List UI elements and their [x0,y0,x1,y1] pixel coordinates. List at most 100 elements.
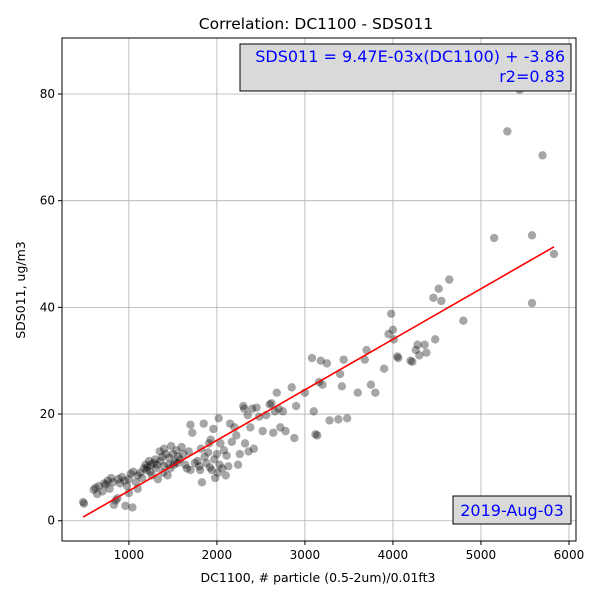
data-point [415,351,424,360]
data-point [193,456,202,466]
data-point [232,431,241,440]
data-point [267,399,276,408]
data-point [287,383,296,392]
data-point [129,467,138,476]
data-point [217,464,227,473]
y-tick-label: 40 [40,300,55,314]
data-point [145,467,155,476]
plot-frame [61,37,577,542]
date-box [452,495,572,525]
equation-box [239,43,572,92]
x-tick-label: 6000 [554,548,585,562]
data-point [227,437,237,446]
fit-r2: r2=0.83 [499,67,565,86]
data-point [98,487,107,496]
points-layer [78,85,559,512]
data-point [143,463,152,472]
data-point [144,456,154,466]
data-point [334,415,343,424]
data-point [213,468,222,477]
data-point [177,442,186,452]
y-axis-label: SDS011, ug/m3 [13,241,28,339]
data-point [159,444,169,453]
data-point [335,369,345,379]
data-point [309,407,318,416]
data-point [337,382,347,391]
data-point [146,460,156,469]
data-point [212,449,222,459]
data-point [244,447,253,456]
data-point [107,473,116,483]
data-point [78,497,88,507]
data-point [408,357,417,366]
data-point [153,474,163,484]
data-point [278,407,288,416]
data-point [109,500,119,509]
y-tick-label: 20 [40,407,55,421]
x-tick-label: 1000 [114,548,145,562]
data-point [393,352,402,361]
data-point [430,335,440,344]
data-point [311,430,320,439]
data-point [527,231,537,240]
data-point [124,488,134,498]
data-point [538,151,547,160]
data-point [265,400,274,409]
data-point [133,471,142,480]
data-point [224,462,233,471]
data-point [195,465,205,475]
data-point [202,458,211,468]
data-point [353,388,362,397]
data-point [413,340,422,349]
data-point [269,428,278,437]
data-point [105,484,114,493]
x-tick-label: 3000 [290,548,321,562]
plot-area [62,38,576,541]
data-point [195,462,204,471]
data-point [168,449,178,459]
data-point [384,329,393,339]
data-point [137,473,147,483]
data-point [152,460,162,469]
data-point [182,464,192,473]
data-point [186,465,195,475]
data-point [379,364,389,373]
data-point [235,449,244,459]
data-point [216,439,225,448]
data-point [120,476,129,485]
data-point [126,469,135,478]
data-point [89,485,98,494]
data-point [114,474,123,484]
data-point [111,496,120,505]
x-axis-label: DC1100, # particle (0.5-2um)/0.01ft3 [201,570,436,585]
data-point [459,316,468,325]
data-point [239,404,249,413]
data-point [207,465,216,475]
data-point [219,446,229,455]
data-point [108,478,118,487]
fit-equation: SDS011 = 9.47E-03x(DC1100) + -3.86 [255,47,565,66]
data-point [362,345,371,355]
data-point [247,404,257,413]
x-tick-label: 2000 [202,548,233,562]
data-point [209,424,218,434]
data-point [103,476,112,485]
date-label: 2019-Aug-03 [460,501,564,520]
data-point [249,444,259,453]
data-point [175,455,185,464]
data-point [141,460,150,469]
data-point [252,403,261,412]
data-point [142,465,151,475]
data-point [149,458,158,468]
data-point [342,414,352,423]
data-point [203,448,213,457]
data-point [434,284,443,293]
data-point [210,473,220,483]
data-point [411,345,421,355]
ticks-layer: 1000 2000 3000 4000 5000 6000 0 20 40 60 80 [40,87,585,562]
data-point [388,325,398,334]
data-point [322,359,332,368]
data-point [339,355,348,364]
data-point [503,127,512,136]
